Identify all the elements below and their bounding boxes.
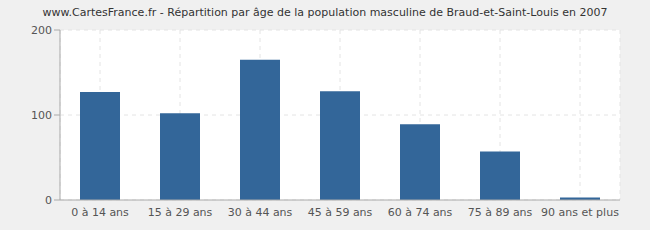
svg-text:0 à 14 ans: 0 à 14 ans: [71, 206, 129, 219]
svg-text:0: 0: [45, 194, 52, 207]
svg-text:100: 100: [31, 109, 52, 122]
svg-text:30 à 44 ans: 30 à 44 ans: [228, 206, 293, 219]
svg-text:75 à 89 ans: 75 à 89 ans: [468, 206, 533, 219]
html-text:www.CartesFrance.fr - Répartit: www.CartesFrance.fr - Répartition par âg…: [42, 6, 608, 19]
svg-text:60 à 74 ans: 60 à 74 ans: [388, 206, 453, 219]
svg-text:45 à 59 ans: 45 à 59 ans: [308, 206, 373, 219]
svg-text:15 à 29 ans: 15 à 29 ans: [148, 206, 213, 219]
svg-text:90 ans et plus: 90 ans et plus: [541, 206, 619, 219]
svg-text:200: 200: [31, 24, 52, 37]
